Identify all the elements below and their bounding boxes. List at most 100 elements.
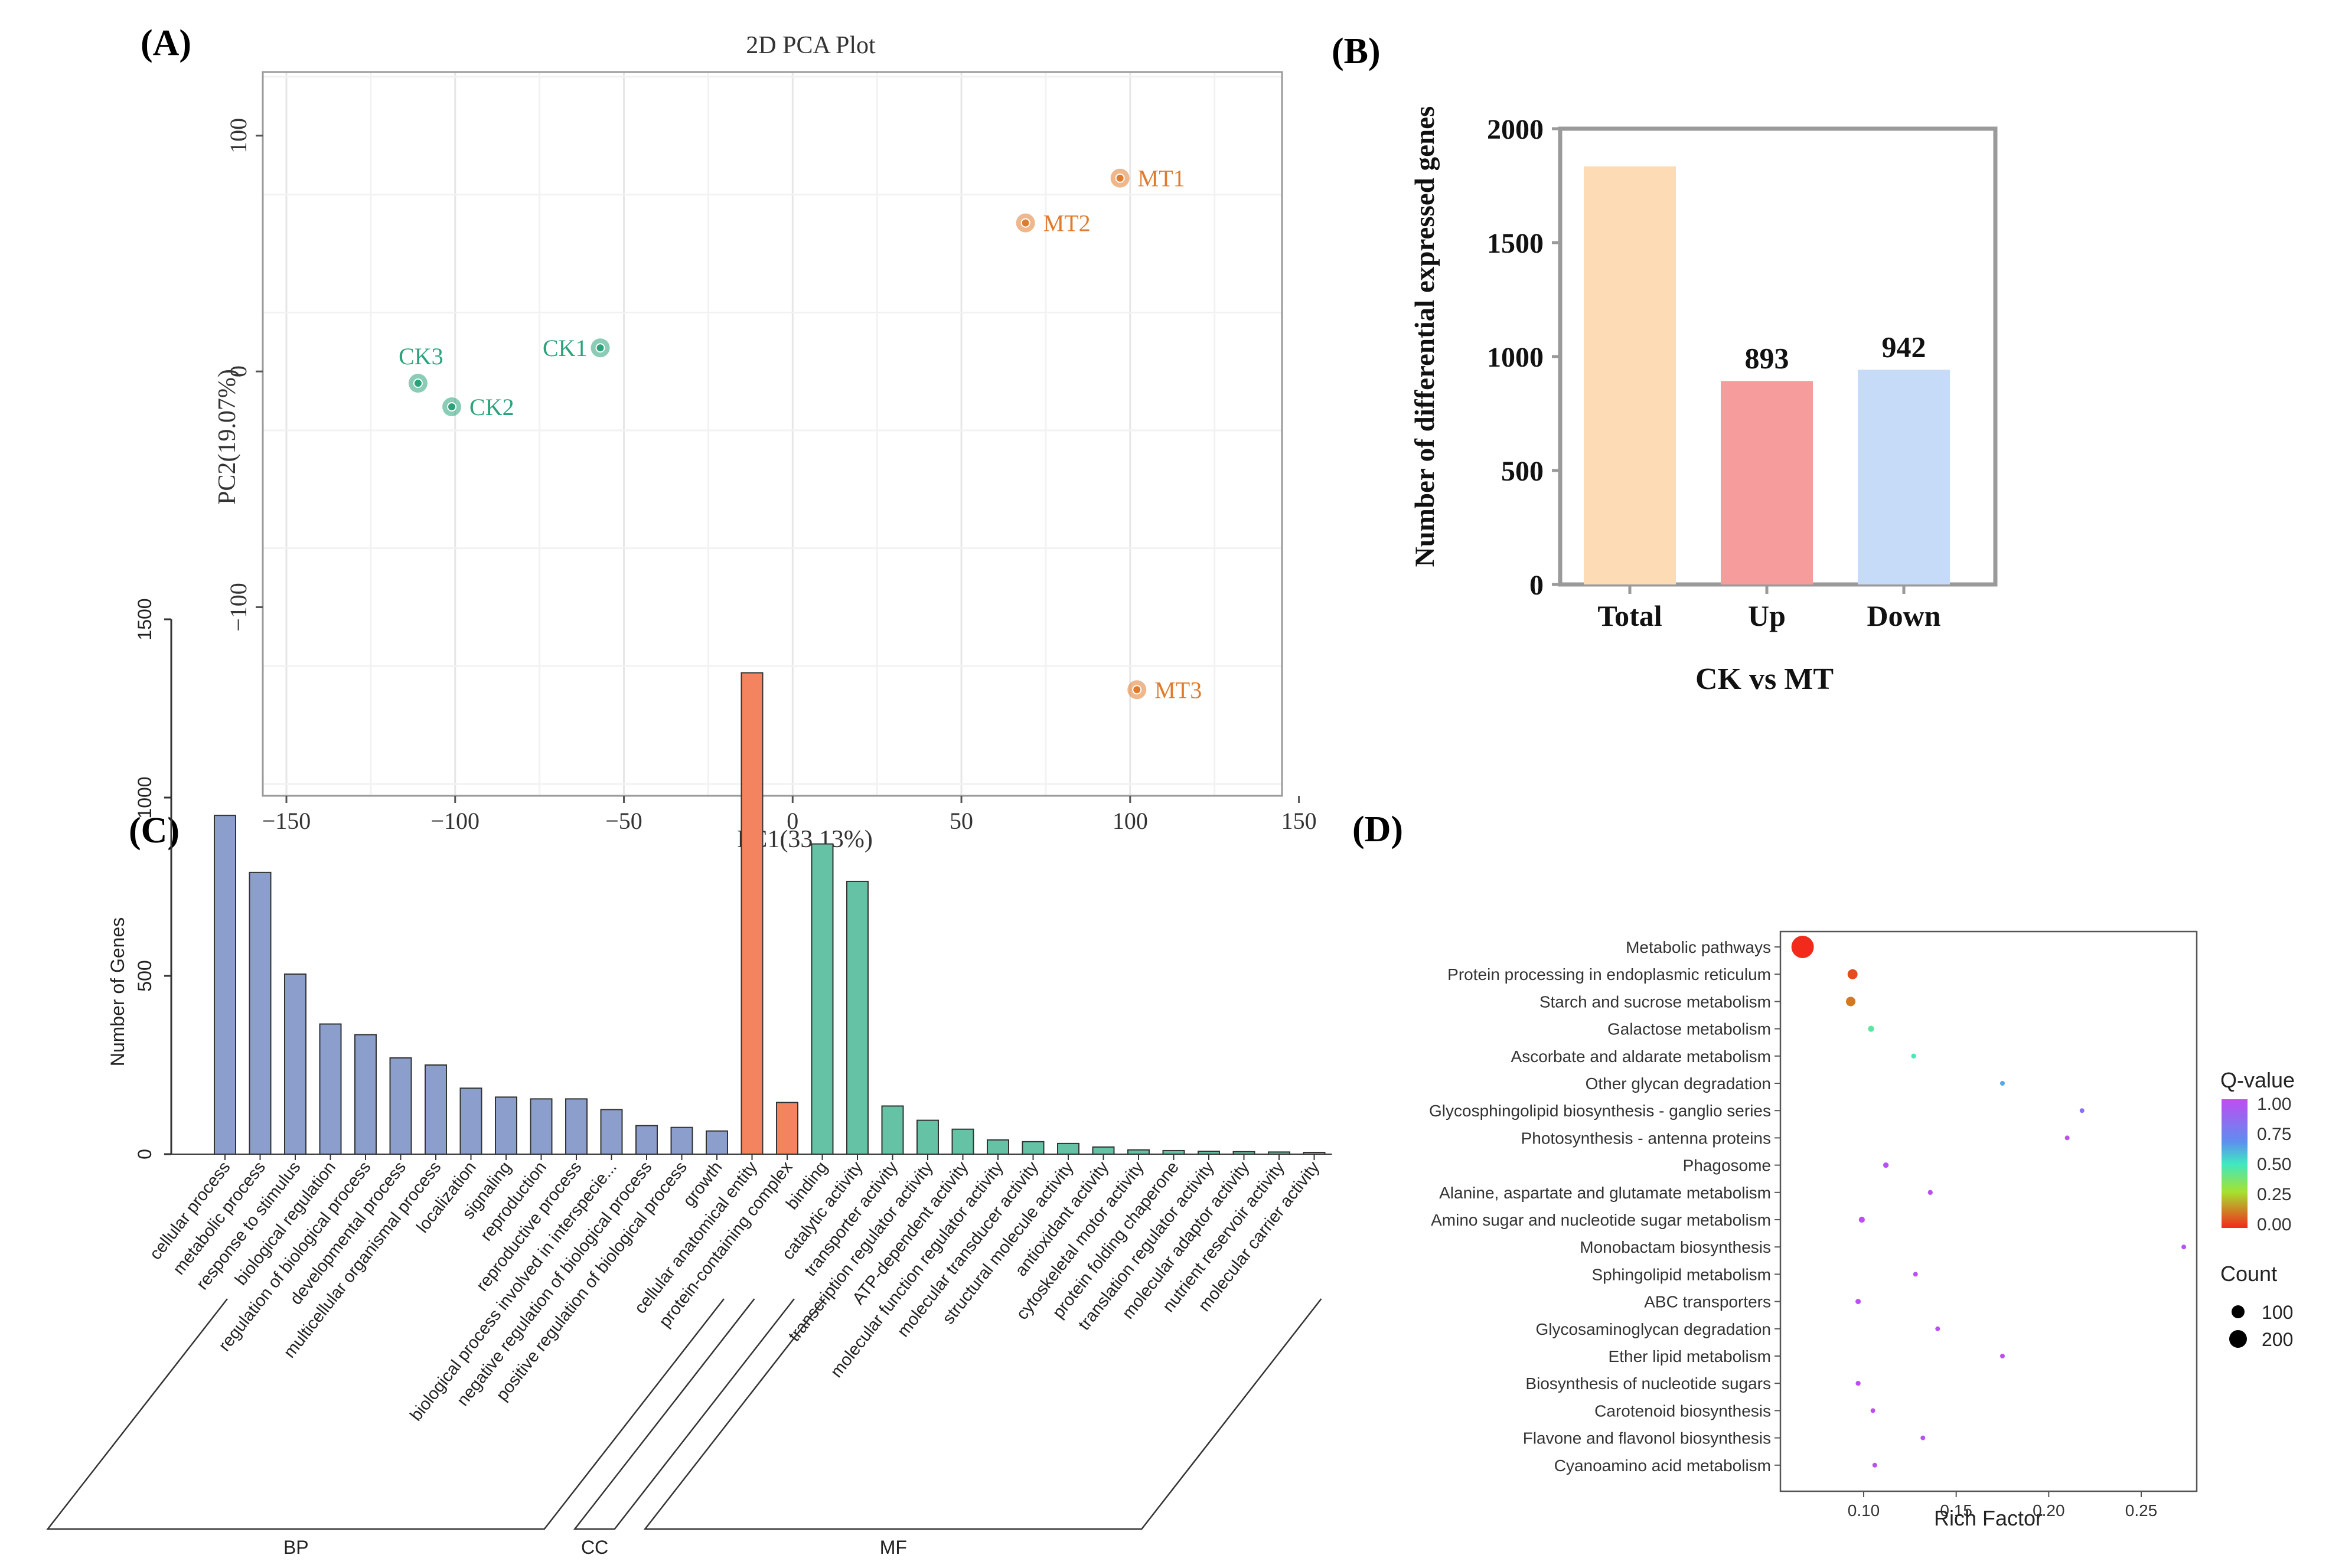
panel-label-a: (A) [141, 23, 191, 63]
pca-point-dot [595, 343, 605, 353]
pca-point-label: MT2 [1043, 210, 1091, 237]
go-bracket-bp [46, 1298, 725, 1530]
go-bar [916, 1119, 939, 1155]
kegg-pathway-label: Ascorbate and aldarate metabolism [1511, 1047, 1771, 1066]
deg-y-tick-label: 1000 [1487, 342, 1544, 373]
pca-points: MT1 MT2 MT3 CK1 CK2 CK3 [399, 165, 1202, 704]
kegg-x-tick-label: 0.10 [1848, 1501, 1880, 1520]
deg-data-label: 893 [1745, 341, 1789, 374]
deg-y-tick-label: 2000 [1487, 114, 1544, 145]
kegg-point [1858, 1216, 1865, 1223]
pca-y-axis-label: PC2(19.07%) [214, 369, 241, 505]
kegg-x-tick-label: 0.20 [2033, 1501, 2065, 1520]
count-legend: Count 100 200 [2220, 1262, 2293, 1350]
go-bracket-mf [643, 1298, 1322, 1530]
go-bar [459, 1087, 482, 1155]
pca-x-tick-label: −100 [430, 808, 480, 834]
go-bar [319, 1023, 342, 1155]
q-value-label: 0.75 [2257, 1125, 2291, 1144]
kegg-point [1911, 1053, 1916, 1059]
pca-x-tick-label: 0 [787, 808, 798, 834]
deg-y-ticks: 0 500 1000 1500 2000 [1487, 114, 1560, 601]
q-value-labels: 1.00 0.75 0.50 0.25 0.00 [2257, 1095, 2291, 1234]
go-group-label: CC [581, 1537, 608, 1558]
panel-label-d: (D) [1352, 809, 1403, 850]
kegg-point [2064, 1135, 2070, 1141]
pca-point-mt2: MT2 [1016, 210, 1091, 237]
deg-bar-chart: 893 942 0 500 1000 1500 2000 Total Up Down CK v… [1410, 106, 1998, 696]
go-bar [495, 1096, 517, 1155]
kegg-pathway-label: Protein processing in endoplasmic reticu… [1447, 965, 1771, 984]
kegg-pathway-label: Amino sugar and nucleotide sugar metabol… [1431, 1211, 1771, 1229]
go-bar [741, 672, 764, 1155]
go-y-tick-label: 1000 [134, 776, 155, 818]
go-bar [881, 1105, 904, 1155]
q-value-label: 0.50 [2257, 1155, 2291, 1174]
kegg-point [2181, 1244, 2187, 1250]
deg-y-axis-label: Number of differential expressed genes [1410, 106, 1440, 567]
deg-x-tick-label: Total [1597, 599, 1662, 632]
kegg-pathway-label: Sphingolipid metabolism [1591, 1265, 1771, 1283]
q-value-color-bar [2222, 1099, 2248, 1228]
go-bar [1092, 1146, 1115, 1155]
kegg-pathway-label: Carotenoid biosynthesis [1594, 1402, 1771, 1420]
kegg-point [1935, 1326, 1940, 1331]
kegg-pathway-label: Galactose metabolism [1607, 1020, 1771, 1038]
pca-x-tick-label: −150 [262, 808, 311, 834]
go-bar [776, 1102, 798, 1155]
pca-x-tick-label: −50 [605, 808, 642, 834]
kegg-point [1883, 1162, 1889, 1168]
kegg-point [1920, 1435, 1926, 1440]
kegg-pathway-label: ABC transporters [1644, 1293, 1771, 1311]
go-bar [987, 1139, 1009, 1155]
go-y-tick-label: 0 [134, 1149, 155, 1159]
deg-bar-up [1721, 381, 1813, 584]
go-bar [846, 880, 869, 1155]
kegg-point [2079, 1108, 2085, 1113]
kegg-pathway-label: Flavone and flavonol biosynthesis [1523, 1429, 1771, 1448]
deg-bar-total [1584, 166, 1676, 584]
count-legend-title: Count [2220, 1262, 2277, 1286]
go-bar [249, 871, 272, 1155]
kegg-point [1855, 1299, 1861, 1305]
pca-x-tick-label: 100 [1113, 808, 1148, 834]
kegg-pathway-label: Photosynthesis - antenna proteins [1521, 1129, 1771, 1147]
go-bar [1127, 1149, 1150, 1155]
pca-point-label: CK1 [543, 335, 588, 361]
go-bar [1057, 1142, 1079, 1155]
pca-grid [263, 72, 1282, 796]
go-bar [811, 843, 834, 1155]
deg-bar-down [1858, 370, 1950, 584]
go-bracket-cc [573, 1298, 795, 1530]
kegg-pathway-label: Glycosaminoglycan degradation [1536, 1320, 1771, 1338]
kegg-x-tick-label: 0.15 [1940, 1501, 1972, 1520]
go-bar [389, 1057, 412, 1155]
kegg-pathway-label: Phagosome [1683, 1157, 1771, 1175]
pca-y-tick-label: 0 [225, 365, 252, 377]
pca-x-tick-label: 50 [950, 808, 973, 834]
deg-x-ticks: Total Up Down [1597, 584, 1941, 632]
q-value-label: 0.25 [2257, 1185, 2291, 1204]
kegg-point [1846, 997, 1856, 1007]
kegg-x-ticks: 0.10 0.15 0.20 0.25 [1848, 1491, 2157, 1520]
kegg-point [1855, 1381, 1861, 1386]
pca-point-ck3: CK3 [399, 343, 443, 393]
go-bar [706, 1130, 728, 1155]
count-legend-label-large: 200 [2262, 1329, 2293, 1350]
deg-y-tick-label: 500 [1501, 456, 1544, 487]
go-group-label: MF [880, 1537, 907, 1558]
go-bar [425, 1064, 447, 1155]
kegg-point [2000, 1081, 2005, 1086]
go-bar [951, 1128, 974, 1155]
go-bar [635, 1125, 658, 1155]
kegg-point [1847, 969, 1858, 979]
go-y-tick-label: 500 [134, 960, 155, 991]
pca-point-dot [1132, 685, 1142, 695]
deg-x-tick-label: Up [1748, 599, 1786, 632]
count-legend-dot-small [2232, 1305, 2245, 1318]
pca-y-ticks: −100 0 100 [225, 118, 263, 632]
q-value-legend: Q-value 1.00 0.75 0.50 0.25 0.00 [2220, 1068, 2295, 1234]
